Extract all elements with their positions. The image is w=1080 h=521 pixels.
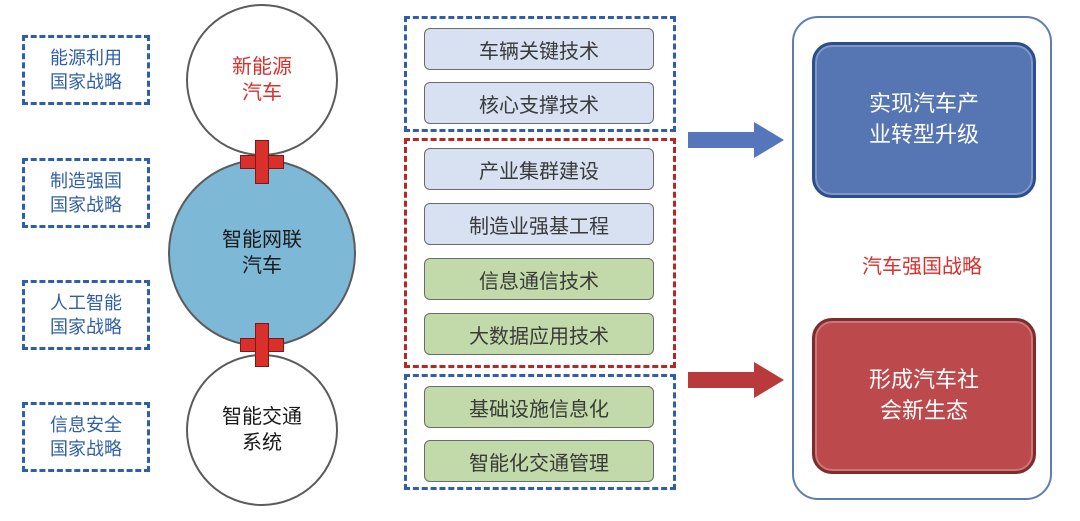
pill-label: 核心支撑技术 [479,89,599,118]
pill-label: 基础设施信息化 [469,393,609,422]
pill-item: 基础设施信息化 [424,386,654,428]
circle-label-l1: 智能交通 [222,406,302,428]
circle-icv: 智能网联汽车 [168,159,356,347]
card-line1: 实现汽车产 [869,91,979,116]
pill-label: 产业集群建设 [479,155,599,184]
pill-label: 信息通信技术 [479,265,599,294]
pill-item: 车辆关键技术 [424,28,654,70]
card-line1: 形成汽车社 [869,367,979,392]
card-line2: 业转型升级 [869,122,979,147]
card-line2: 会新生态 [880,398,968,423]
plus-icon [240,323,284,367]
strategy-line1: 制造强国 [50,171,122,191]
circle-label-l1: 智能网联 [222,229,302,251]
center-strategy-text: 汽车强国战略 [862,256,982,278]
strategy-line2: 国家战略 [50,72,122,92]
strategy-line2: 国家战略 [50,195,122,215]
strategy-box: 制造强国国家战略 [22,158,150,228]
strategy-box: 能源利用国家战略 [22,35,150,105]
center-strategy-label: 汽车强国战略 [794,250,1050,279]
circle-its: 智能交通系统 [186,354,338,506]
pill-item: 核心支撑技术 [424,82,654,124]
outcome-card-blue: 实现汽车产业转型升级 [812,42,1036,198]
pill-label: 制造业强基工程 [469,210,609,239]
pill-item: 大数据应用技术 [424,313,654,355]
pill-item: 制造业强基工程 [424,203,654,245]
strategy-line1: 信息安全 [50,415,122,435]
pill-item: 智能化交通管理 [424,440,654,482]
strategy-line2: 国家战略 [50,317,122,337]
pill-label: 智能化交通管理 [469,447,609,476]
circle-label-l2: 系统 [242,432,282,454]
strategy-box: 信息安全国家战略 [22,402,150,472]
outcome-card-red: 形成汽车社会新生态 [812,318,1036,474]
circle-new-energy: 新能源汽车 [186,4,338,156]
pill-item: 信息通信技术 [424,258,654,300]
circle-label-l1: 新能源 [232,56,292,78]
circle-label-l2: 汽车 [242,255,282,277]
circle-label-l2: 汽车 [242,82,282,104]
strategy-line1: 能源利用 [50,48,122,68]
pill-label: 车辆关键技术 [479,35,599,64]
pill-item: 产业集群建设 [424,148,654,190]
strategy-line1: 人工智能 [50,293,122,313]
strategy-box: 人工智能国家战略 [22,280,150,350]
pill-label: 大数据应用技术 [469,320,609,349]
right-container: 实现汽车产业转型升级 汽车强国战略 形成汽车社会新生态 [792,16,1052,500]
plus-icon [240,140,284,184]
strategy-line2: 国家战略 [50,439,122,459]
